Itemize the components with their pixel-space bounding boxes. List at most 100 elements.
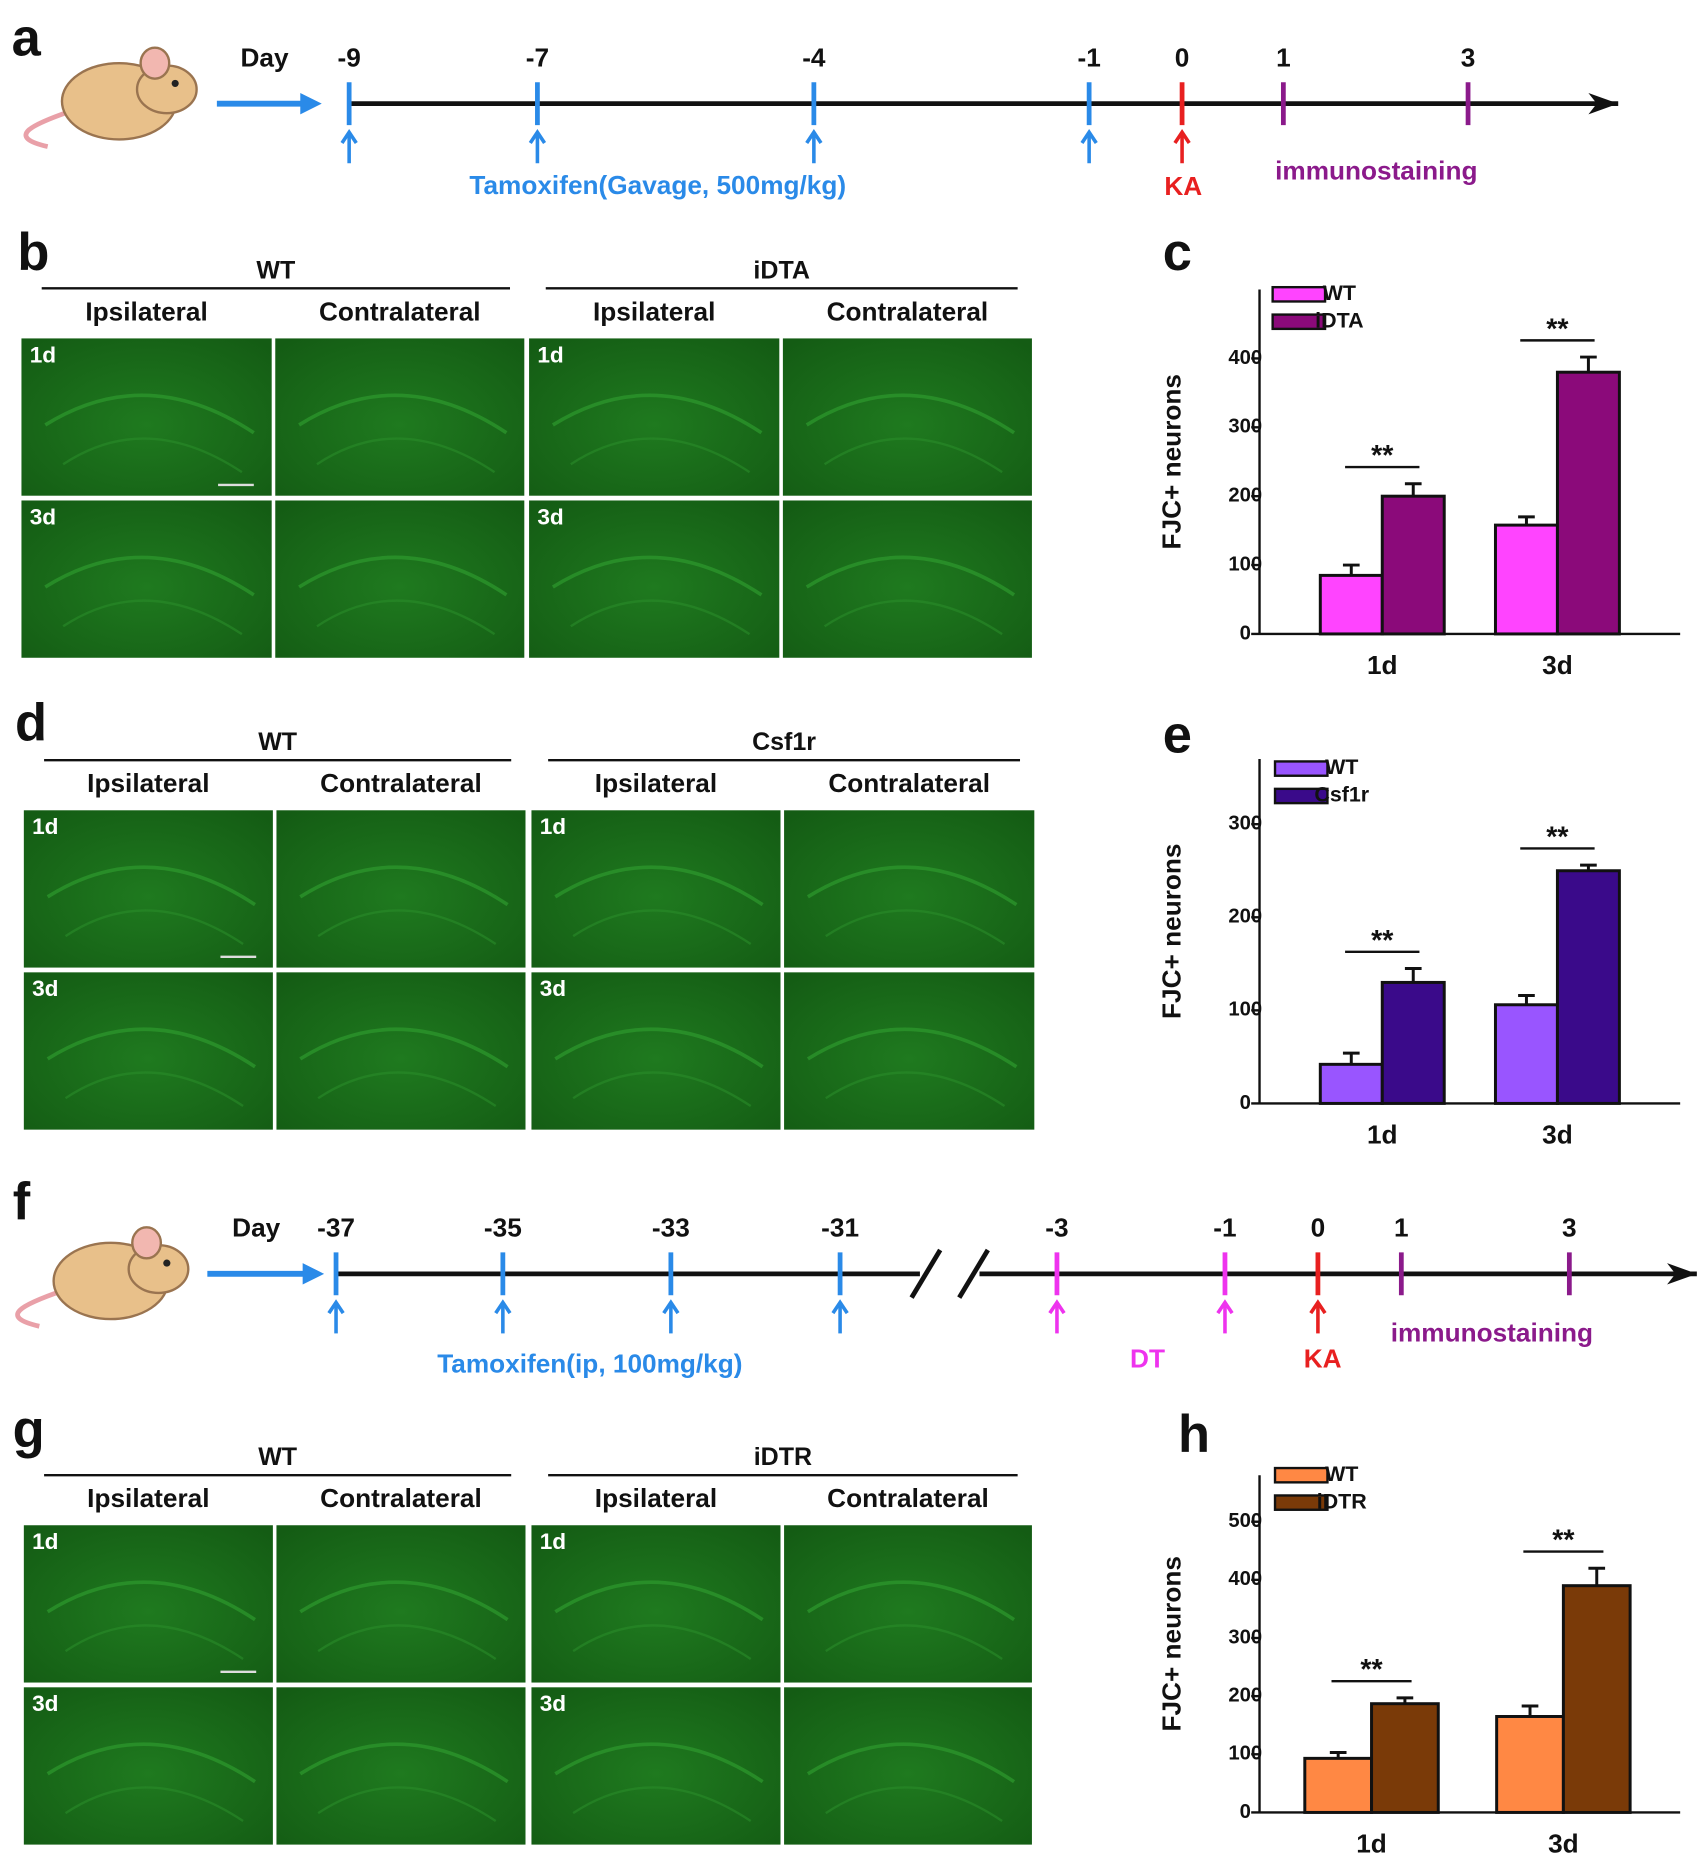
tissue-layer — [299, 1027, 509, 1069]
tissue-layer — [570, 599, 751, 636]
column-label: Contralateral — [320, 1483, 482, 1513]
bar — [1318, 1062, 1384, 1105]
mouse-eye — [171, 79, 179, 87]
column-label: Contralateral — [827, 1483, 989, 1513]
row-label: 1d — [32, 814, 58, 839]
timeline-label: DT — [1130, 1344, 1165, 1374]
error-bar — [1588, 1566, 1606, 1586]
mouse-tail — [23, 108, 73, 149]
column-label: Contralateral — [828, 768, 990, 798]
tissue-layer — [44, 393, 255, 435]
arrow-head — [662, 1299, 680, 1315]
row-label: 3d — [540, 1691, 566, 1716]
day-tick-label: -33 — [652, 1213, 690, 1243]
arrow-head — [1216, 1299, 1234, 1315]
x-tick-label: 1d — [1367, 650, 1398, 680]
group-label: Csf1r — [752, 728, 816, 756]
tissue-layer — [298, 393, 508, 435]
panel-letter: c — [1163, 224, 1192, 282]
tissue-layer — [825, 1624, 1003, 1660]
column-label: Ipsilateral — [87, 1483, 209, 1513]
legend-label: Csf1r — [1314, 783, 1369, 807]
tissue-layer — [572, 1071, 752, 1108]
bar — [1555, 869, 1621, 1105]
tissue-layer — [299, 1580, 509, 1622]
tissue-layer — [64, 1624, 244, 1660]
tissue-layer — [62, 599, 243, 636]
day-tick-label: 1 — [1276, 43, 1291, 73]
tissue-layer — [806, 1580, 1016, 1622]
group-label: WT — [258, 1443, 298, 1471]
legend-label: WT — [1325, 1462, 1358, 1486]
y-tick-label: 200 — [1228, 1684, 1262, 1706]
row-label: 3d — [540, 976, 566, 1001]
panel-letter: b — [17, 224, 49, 282]
tissue-layer — [317, 1624, 497, 1660]
y-tick-label: 200 — [1228, 906, 1262, 928]
y-tick-label: 0 — [1240, 1801, 1251, 1823]
tissue-layer — [316, 599, 496, 636]
tissue-layer — [298, 555, 508, 597]
error-bar — [1404, 482, 1422, 497]
column-label: Ipsilateral — [593, 296, 715, 326]
column-label: Contralateral — [320, 768, 482, 798]
y-axis-label: FJC+ neurons — [1157, 844, 1187, 1019]
y-axis-label: FJC+ neurons — [1157, 1556, 1187, 1731]
day-tick-label: -9 — [337, 43, 360, 73]
day-tick-label: -4 — [802, 43, 826, 73]
y-tick-label: 300 — [1228, 813, 1262, 835]
tissue-layer — [46, 1027, 256, 1069]
tissue-layer — [64, 909, 244, 945]
significance-label: ** — [1552, 1525, 1575, 1557]
arrow-head — [528, 129, 547, 144]
bar — [1380, 494, 1446, 636]
tissue-layer — [806, 1742, 1016, 1784]
column-label: Contralateral — [319, 296, 481, 326]
y-tick-label: 100 — [1228, 1743, 1262, 1765]
y-tick-label: 200 — [1228, 485, 1262, 507]
tissue-layer — [299, 1742, 509, 1784]
tissue-layer — [554, 865, 764, 907]
tissue-layer — [46, 865, 256, 907]
y-tick-label: 100 — [1228, 553, 1262, 575]
arrow-head — [1048, 1299, 1066, 1315]
bar — [1318, 573, 1384, 636]
bar — [1493, 523, 1559, 636]
arrow-head — [831, 1299, 849, 1315]
tissue-layer — [317, 1071, 497, 1108]
tissue-layer — [551, 393, 763, 435]
x-tick-label: 1d — [1367, 1120, 1398, 1150]
legend-label: iDTA — [1315, 308, 1363, 332]
row-label: 3d — [32, 1691, 58, 1716]
error-bar — [1580, 863, 1597, 871]
tissue-layer — [62, 437, 243, 474]
tissue-layer — [570, 437, 751, 474]
significance-label: ** — [1546, 313, 1569, 345]
error-bar — [1342, 1051, 1360, 1065]
bar — [1370, 1702, 1440, 1814]
y-tick-label: 300 — [1228, 1626, 1262, 1648]
day-tick-label: -35 — [484, 1213, 522, 1243]
day-tick-label: -7 — [526, 43, 549, 73]
tissue-layer — [805, 393, 1016, 435]
group-label: iDTR — [754, 1443, 812, 1471]
bar — [1561, 1584, 1632, 1814]
timeline-label: immunostaining — [1275, 156, 1477, 186]
mouse-ear — [131, 1226, 163, 1260]
tissue-layer — [806, 1027, 1018, 1069]
legend-swatch — [1273, 787, 1329, 805]
y-tick-label: 300 — [1228, 416, 1262, 438]
legend-swatch — [1271, 313, 1327, 331]
timeline-label: Tamoxifen(ip, 100mg/kg) — [437, 1348, 742, 1378]
tissue-layer — [823, 437, 1003, 474]
legend-swatch — [1271, 285, 1327, 303]
y-tick-label: 100 — [1228, 999, 1262, 1021]
day-tick-label: 3 — [1562, 1213, 1577, 1243]
arrow-head — [494, 1299, 512, 1315]
tissue-layer — [551, 555, 763, 597]
arrow-head — [327, 1299, 345, 1315]
tissue-layer — [823, 599, 1003, 636]
error-bar — [1521, 1704, 1539, 1717]
